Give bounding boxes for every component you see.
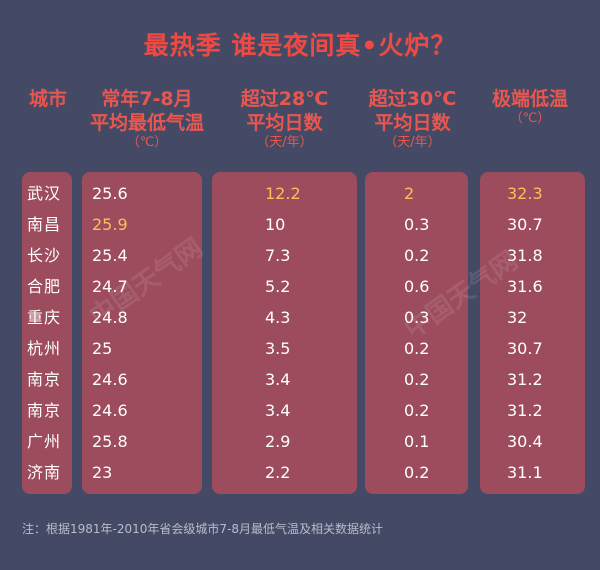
table-cell-v3: 0.2 — [404, 339, 430, 358]
table-cell-v3: 0.3 — [404, 308, 430, 327]
table-cell-v1: 25.8 — [92, 432, 128, 451]
city-name: 长沙 — [27, 246, 62, 265]
table-cell-v1: 25.6 — [92, 184, 128, 203]
footnote: 注：根据1981年-2010年省会级城市7-8月最低气温及相关数据统计 — [22, 522, 384, 536]
table-cell-v1: 24.7 — [92, 277, 128, 296]
table-cell-v2: 5.2 — [265, 277, 291, 296]
header-extreme-line1: 极端低温 — [491, 88, 568, 110]
table-cell-v1: 23 — [92, 463, 113, 482]
header-over30-unit: （天/年） — [384, 135, 441, 150]
header-over28-line1: 超过28℃ — [240, 88, 329, 110]
city-name: 广州 — [27, 432, 62, 451]
header-city: 城市 — [28, 88, 67, 110]
panel-over30 — [365, 172, 468, 494]
table-cell-v2: 2.9 — [265, 432, 291, 451]
table-cell-v4: 30.7 — [507, 215, 543, 234]
table-cell-v3: 0.2 — [404, 463, 430, 482]
table-cell-v4: 32 — [507, 308, 528, 327]
city-name: 南京 — [27, 370, 62, 389]
table-cell-v2: 4.3 — [265, 308, 291, 327]
header-over30-line1: 超过30℃ — [368, 88, 457, 110]
table-cell-v4: 31.1 — [507, 463, 543, 482]
table-cell-v1: 24.8 — [92, 308, 128, 327]
header-min-temp-unit: （℃） — [126, 135, 168, 150]
city-name: 杭州 — [27, 339, 62, 358]
header-over28-line2: 平均日数 — [246, 112, 323, 134]
header-over28: 超过28℃ 平均日数 （天/年） — [212, 87, 357, 151]
table-cell-v1: 25.4 — [92, 246, 128, 265]
table-cell-v3: 0.2 — [404, 401, 430, 420]
city-name: 重庆 — [27, 308, 62, 327]
table-cell-v1: 24.6 — [92, 401, 128, 420]
table-cell-v2: 10 — [265, 215, 286, 234]
table-cell-v3: 0.2 — [404, 246, 430, 265]
table-cell-v2: 3.4 — [265, 370, 291, 389]
table-cell-v3: 0.6 — [404, 277, 430, 296]
page-title: 最热季 谁是夜间真•火炉？ — [143, 31, 457, 60]
panel-city — [22, 172, 72, 494]
table-cell-v4: 31.6 — [507, 277, 543, 296]
table-cell-v4: 31.2 — [507, 401, 543, 420]
city-name: 济南 — [27, 463, 62, 482]
table-cell-v3: 2 — [404, 184, 415, 203]
table-cell-v1: 25.9 — [92, 215, 128, 234]
header-min-temp-line1: 常年7-8月 — [101, 88, 193, 110]
table-cell-v2: 2.2 — [265, 463, 291, 482]
table-cell-v4: 30.7 — [507, 339, 543, 358]
table-cell-v3: 0.3 — [404, 215, 430, 234]
table-cell-v3: 0.2 — [404, 370, 430, 389]
table-cell-v2: 12.2 — [265, 184, 301, 203]
panel-over28 — [212, 172, 357, 494]
table-cell-v2: 3.4 — [265, 401, 291, 420]
table-cell-v4: 31.8 — [507, 246, 543, 265]
table-cell-v3: 0.1 — [404, 432, 430, 451]
header-min-temp: 常年7-8月 平均最低气温 （℃） — [72, 87, 222, 151]
header-over30: 超过30℃ 平均日数 （天/年） — [350, 87, 475, 151]
header-over28-unit: （天/年） — [256, 135, 313, 150]
header-over30-line2: 平均日数 — [374, 112, 451, 134]
city-name: 南京 — [27, 401, 62, 420]
city-name: 南昌 — [27, 215, 62, 234]
table-cell-v2: 3.5 — [265, 339, 291, 358]
panel-extreme — [480, 172, 585, 494]
table-cell-v2: 7.3 — [265, 246, 291, 265]
table-cell-v4: 32.3 — [507, 184, 543, 203]
table-cell-v1: 25 — [92, 339, 113, 358]
city-name: 武汉 — [27, 184, 62, 203]
table-cell-v4: 31.2 — [507, 370, 543, 389]
table-cell-v1: 24.6 — [92, 370, 128, 389]
header-extreme-unit: （℃） — [509, 111, 551, 126]
header-extreme: 极端低温 （℃） — [475, 87, 585, 127]
panel-min-temp — [82, 172, 202, 494]
header-min-temp-line2: 平均最低气温 — [89, 112, 204, 134]
table-cell-v4: 30.4 — [507, 432, 543, 451]
city-name: 合肥 — [27, 277, 62, 296]
